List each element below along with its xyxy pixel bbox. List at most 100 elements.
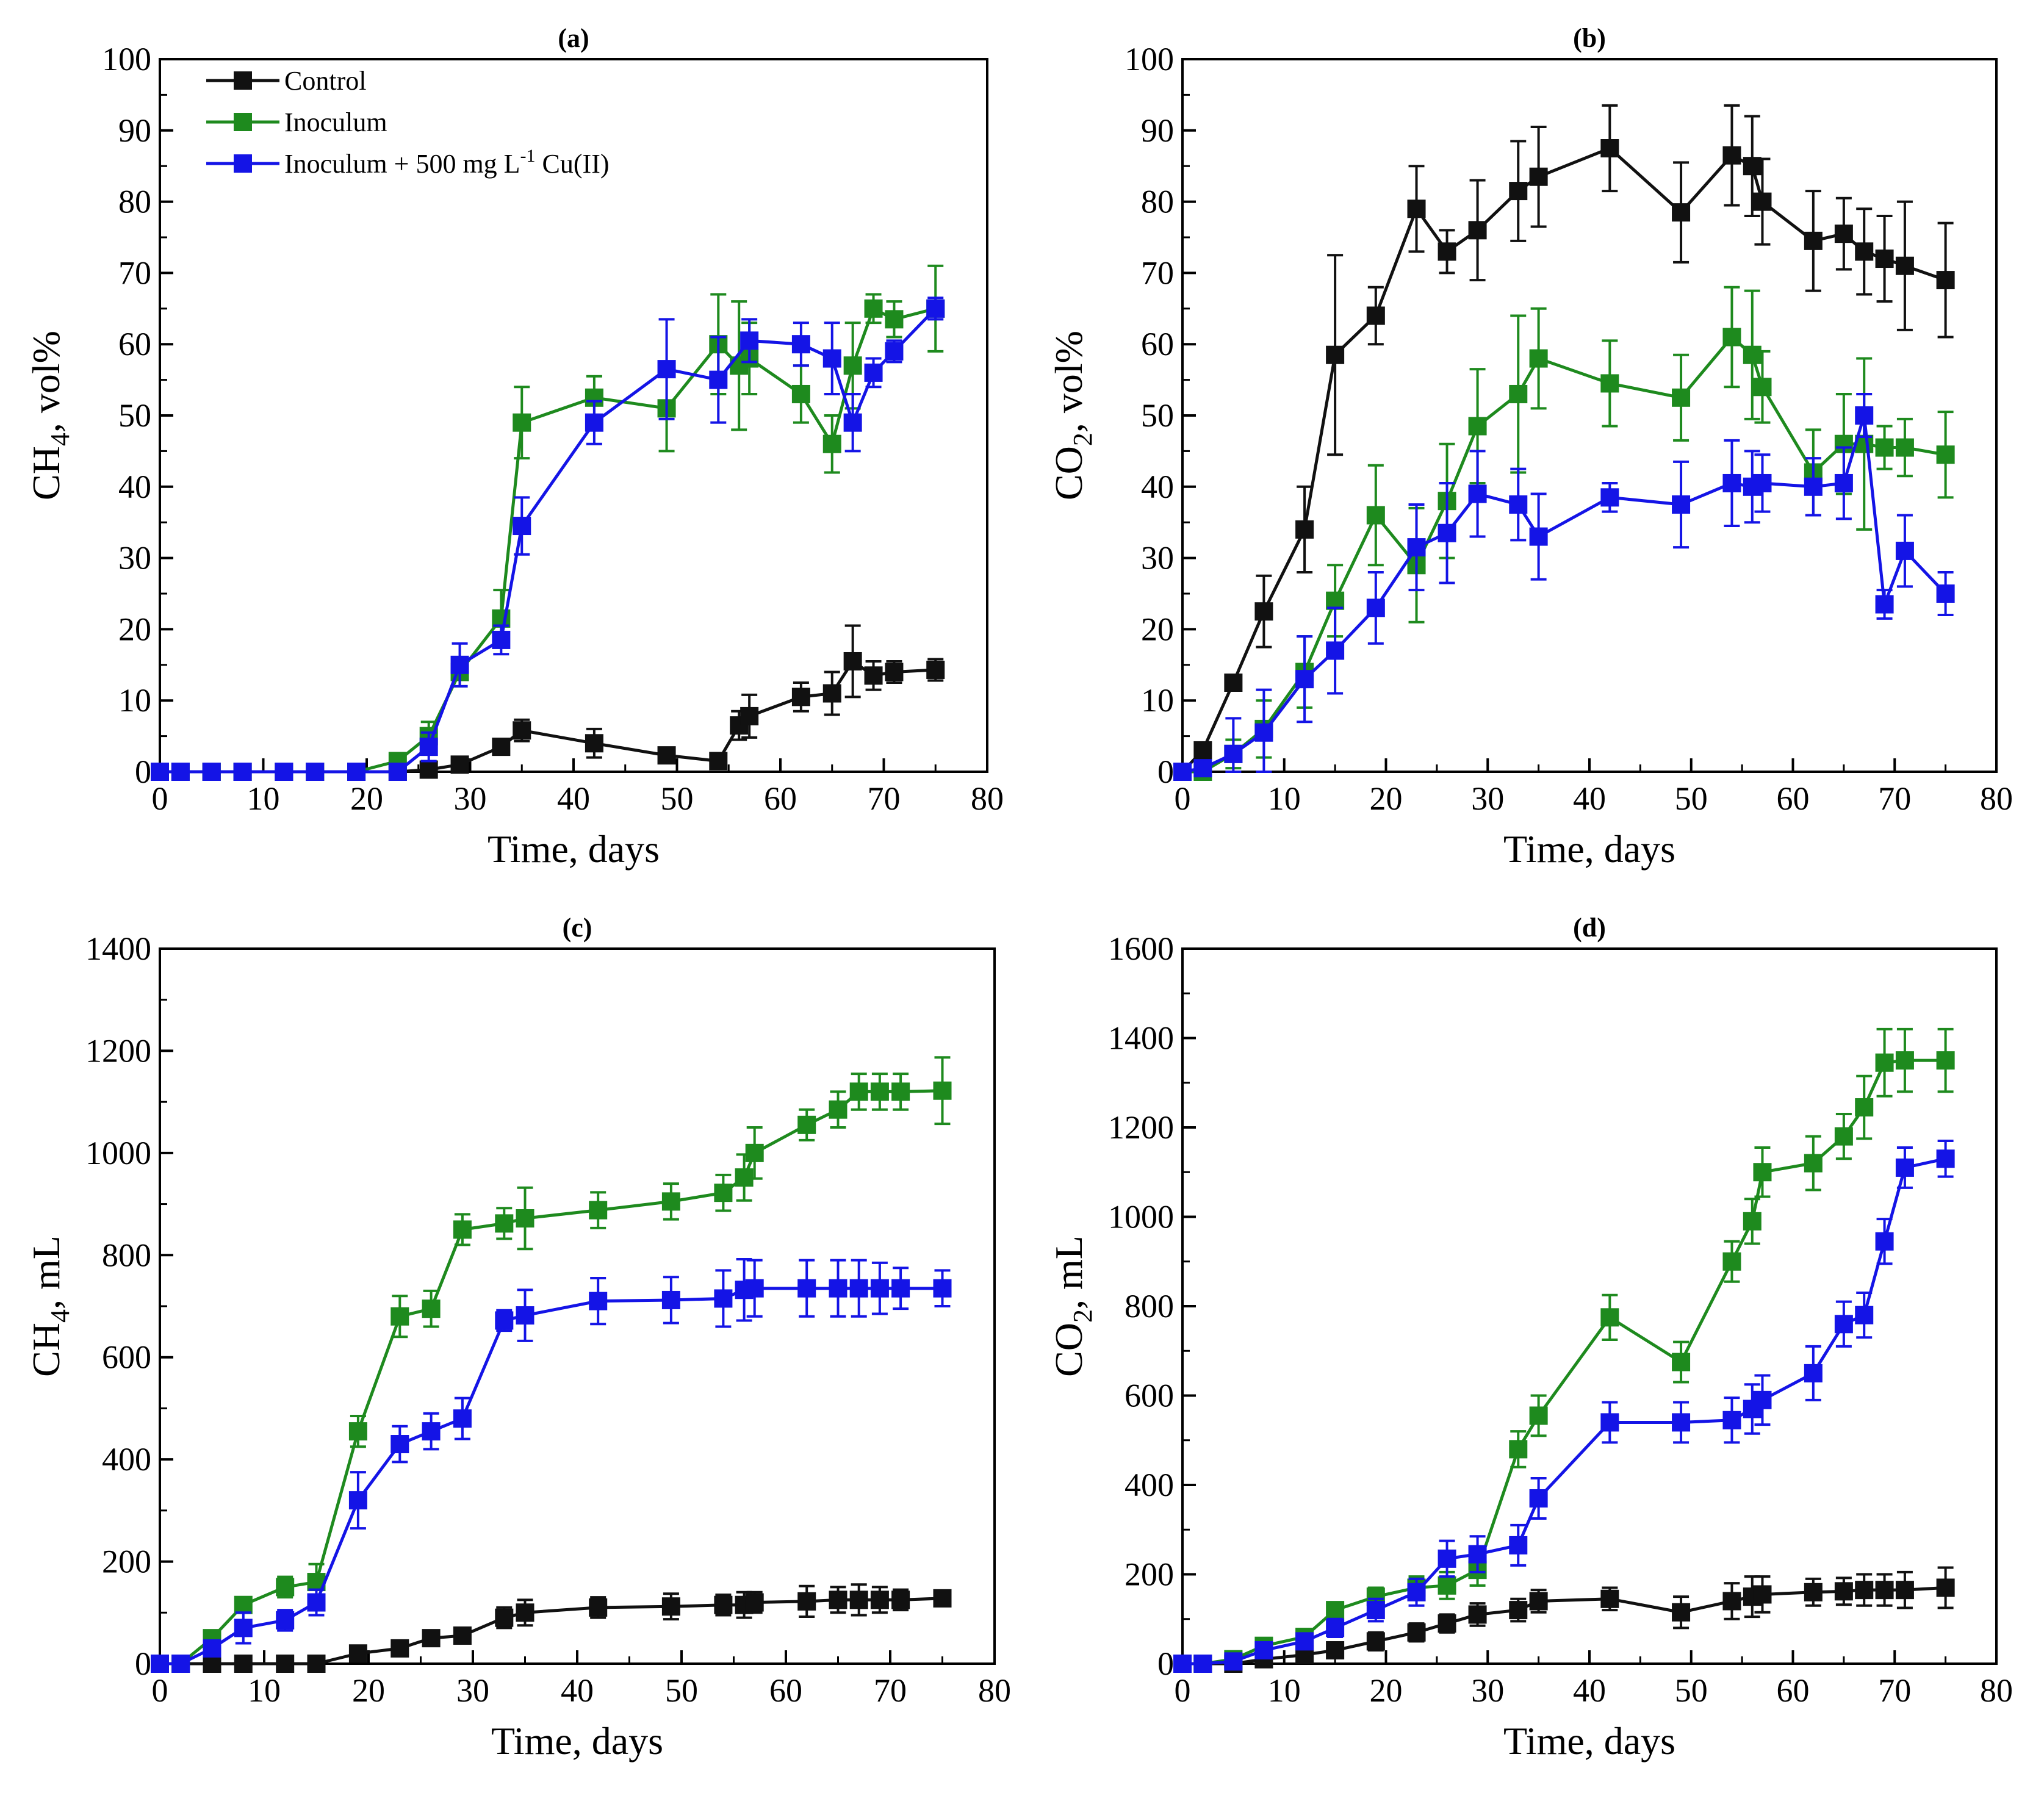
series-cu: [1173, 1139, 1955, 1673]
data-point-cu: [203, 1639, 221, 1658]
x-tick-label: 10: [248, 1672, 281, 1709]
data-point-control: [492, 738, 511, 757]
series-cu: [1173, 392, 1955, 781]
data-point-cu: [306, 763, 325, 781]
y-tick-label: 10: [118, 682, 151, 719]
y-tick-label: 70: [118, 254, 151, 291]
y-tick-label: 30: [118, 540, 151, 577]
data-point-cu: [1834, 473, 1853, 492]
data-point-control: [1438, 1614, 1456, 1633]
data-point-inoculum: [1468, 417, 1487, 436]
data-point-inoculum: [1600, 1308, 1619, 1327]
data-point-inoculum: [849, 1082, 868, 1101]
data-point-cu: [1254, 723, 1273, 742]
data-point-control: [1295, 520, 1314, 539]
legend-label-control: Control: [284, 66, 366, 96]
data-point-cu: [171, 763, 190, 781]
legend: Control Inoculum Inoculum + 500 mg L-1 Cu(…: [206, 66, 610, 179]
data-point-control: [1834, 1582, 1853, 1601]
data-point-cu: [1366, 1601, 1385, 1620]
x-axis-label: Time, days: [491, 1719, 663, 1763]
y-tick-label: 50: [1141, 397, 1174, 434]
y-axis-label-main: CO: [1047, 446, 1090, 500]
y-tick-label: 60: [1141, 326, 1174, 362]
x-tick-label: 50: [1675, 1672, 1708, 1709]
x-tick-label: 20: [1370, 1672, 1403, 1709]
data-point-control: [709, 752, 728, 771]
data-point-cu: [1254, 1641, 1273, 1660]
x-tick-label: 60: [1777, 780, 1810, 817]
data-point-cu: [1295, 1632, 1314, 1651]
data-point-control: [1509, 1601, 1528, 1620]
data-point-cu: [1468, 1545, 1487, 1564]
data-point-cu: [1407, 1583, 1426, 1601]
data-point-cu: [348, 1491, 367, 1510]
data-point-control: [740, 706, 759, 725]
y-tick-label: 40: [118, 469, 151, 505]
x-tick-label: 40: [1573, 1672, 1606, 1709]
x-tick-label: 70: [874, 1672, 907, 1709]
data-point-cu: [1173, 1655, 1192, 1673]
legend-marker-inoculum: [234, 113, 252, 131]
x-tick-label: 80: [971, 780, 1004, 817]
data-point-control: [234, 1655, 253, 1673]
series-line-cu: [1182, 1157, 1946, 1666]
data-point-control: [745, 1593, 764, 1612]
data-point-inoculum: [745, 1143, 764, 1162]
y-tick-label: 200: [102, 1544, 151, 1580]
data-point-control: [307, 1655, 326, 1673]
data-point-inoculum: [1753, 1163, 1772, 1182]
data-point-inoculum: [714, 1184, 733, 1202]
data-point-inoculum: [1743, 345, 1762, 364]
y-tick-label: 1400: [1108, 1020, 1174, 1057]
data-point-control: [1804, 231, 1823, 250]
data-point-cu: [1722, 1411, 1741, 1429]
data-point-control: [585, 734, 603, 753]
series-control: [151, 624, 945, 781]
data-point-control: [1468, 221, 1487, 240]
y-tick-label: 100: [1125, 41, 1174, 77]
data-point-control: [1366, 306, 1385, 325]
y-tick-label: 1200: [1108, 1109, 1174, 1146]
x-tick-label: 0: [1175, 780, 1191, 817]
x-tick-label: 0: [152, 780, 168, 817]
data-point-control: [589, 1598, 608, 1617]
data-point-control: [797, 1592, 816, 1611]
data-point-cu: [1936, 1149, 1955, 1168]
data-point-cu: [151, 763, 169, 781]
data-point-cu: [870, 1279, 889, 1298]
x-tick-label: 70: [1878, 1672, 1911, 1709]
data-point-inoculum: [797, 1115, 816, 1134]
data-point-cu: [1224, 1652, 1243, 1671]
data-point-cu: [1600, 488, 1619, 507]
data-point-control: [1254, 602, 1273, 621]
y-axis-label-sub: 2: [1068, 433, 1098, 446]
y-tick-label: 100: [102, 41, 151, 77]
data-point-cu: [585, 413, 603, 432]
y-tick-label: 1000: [1108, 1199, 1174, 1235]
data-point-cu: [233, 763, 252, 781]
legend-marker-control: [234, 71, 252, 90]
series-control: [151, 1583, 952, 1673]
data-point-control: [933, 1589, 952, 1608]
data-point-cu: [151, 1655, 169, 1673]
plot-frame: [1181, 947, 1998, 1665]
data-point-cu: [791, 335, 810, 354]
data-point-control: [1875, 1581, 1894, 1600]
data-point-inoculum: [864, 299, 883, 318]
x-tick-label: 30: [1471, 1672, 1504, 1709]
data-point-cu: [1875, 595, 1894, 614]
data-point-control: [1672, 1603, 1691, 1622]
data-point-inoculum: [1529, 1406, 1548, 1425]
data-point-inoculum: [1875, 438, 1894, 457]
data-point-control: [829, 1590, 847, 1609]
data-point-cu: [933, 1279, 952, 1298]
data-point-control: [495, 1608, 514, 1627]
data-point-inoculum: [1509, 1440, 1528, 1459]
y-axis-label-tail: , vol%: [24, 331, 68, 433]
data-point-cu: [1366, 598, 1385, 617]
data-point-inoculum: [1672, 388, 1691, 407]
y-tick-label: 1000: [85, 1135, 151, 1171]
data-point-inoculum: [453, 1220, 472, 1239]
